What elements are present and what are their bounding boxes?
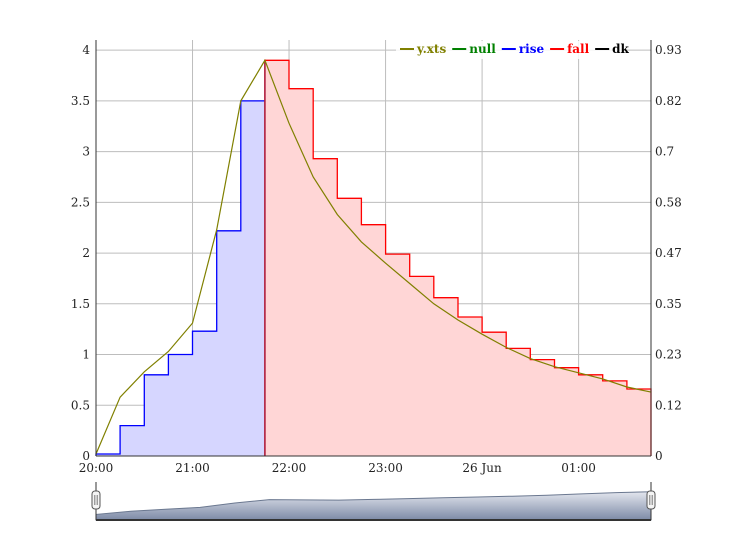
x-tick-label: 26 Jun (462, 461, 502, 475)
y-right-tick-label: 0.47 (655, 246, 682, 260)
y-left-tick-label: 1 (82, 348, 90, 362)
legend-item-fall[interactable]: fall (567, 42, 589, 56)
y-right-tick-label: 0.7 (655, 145, 674, 159)
x-tick-label: 22:00 (272, 461, 307, 475)
y-left-tick-label: 4 (82, 43, 90, 57)
legend-item-y-xts[interactable]: y.xts (416, 42, 446, 56)
series-rise-area (96, 100, 265, 457)
series-rise-line[interactable] (95, 100, 265, 456)
y-right-tick-label: 0.82 (655, 94, 682, 108)
series-fall-line[interactable] (264, 59, 652, 457)
legend[interactable]: y.xts null rise fall dk (396, 41, 630, 59)
y-left-tick-label: 3 (82, 145, 90, 159)
range-selector-overview (95, 491, 652, 521)
y-left-tick-label: 1.5 (71, 297, 90, 311)
legend-item-dk[interactable]: dk (612, 42, 629, 56)
y-left-tick-label: 2.5 (71, 195, 90, 209)
y-right-tick-label: 0.58 (655, 195, 682, 209)
y-right-tick-label: 0 (655, 449, 663, 463)
y-left-tick-label: 0.5 (71, 398, 90, 412)
y-right-tick-label: 0.93 (655, 43, 682, 57)
range-selector-right-handle[interactable] (646, 490, 656, 510)
x-tick-label: 20:00 (79, 461, 114, 475)
range-selector[interactable] (91, 482, 656, 521)
x-tick-label: 23:00 (368, 461, 403, 475)
x-tick-label: 01:00 (561, 461, 596, 475)
legend-item-rise[interactable]: rise (519, 42, 545, 56)
y-right-tick-label: 0.23 (655, 348, 682, 362)
y-left-tick-label: 2 (82, 246, 90, 260)
legend-item-null[interactable]: null (469, 42, 496, 56)
range-selector-left-handle[interactable] (91, 490, 101, 510)
series-fall-area (264, 60, 651, 457)
y-right-tick-label: 0.35 (655, 297, 682, 311)
plot-area[interactable] (95, 58, 652, 457)
series-y-xts-line[interactable] (95, 58, 652, 455)
y-right-tick-label: 0.12 (655, 398, 682, 412)
y-left-tick-label: 3.5 (71, 94, 90, 108)
y-left-tick-label: 0 (82, 449, 90, 463)
axes: 0 0 0.5 0.12 1 0.23 1.5 0.35 2 0.47 2.5 0.58 3 0.7 3.5… (71, 40, 682, 475)
x-tick-label: 21:00 (175, 461, 210, 475)
